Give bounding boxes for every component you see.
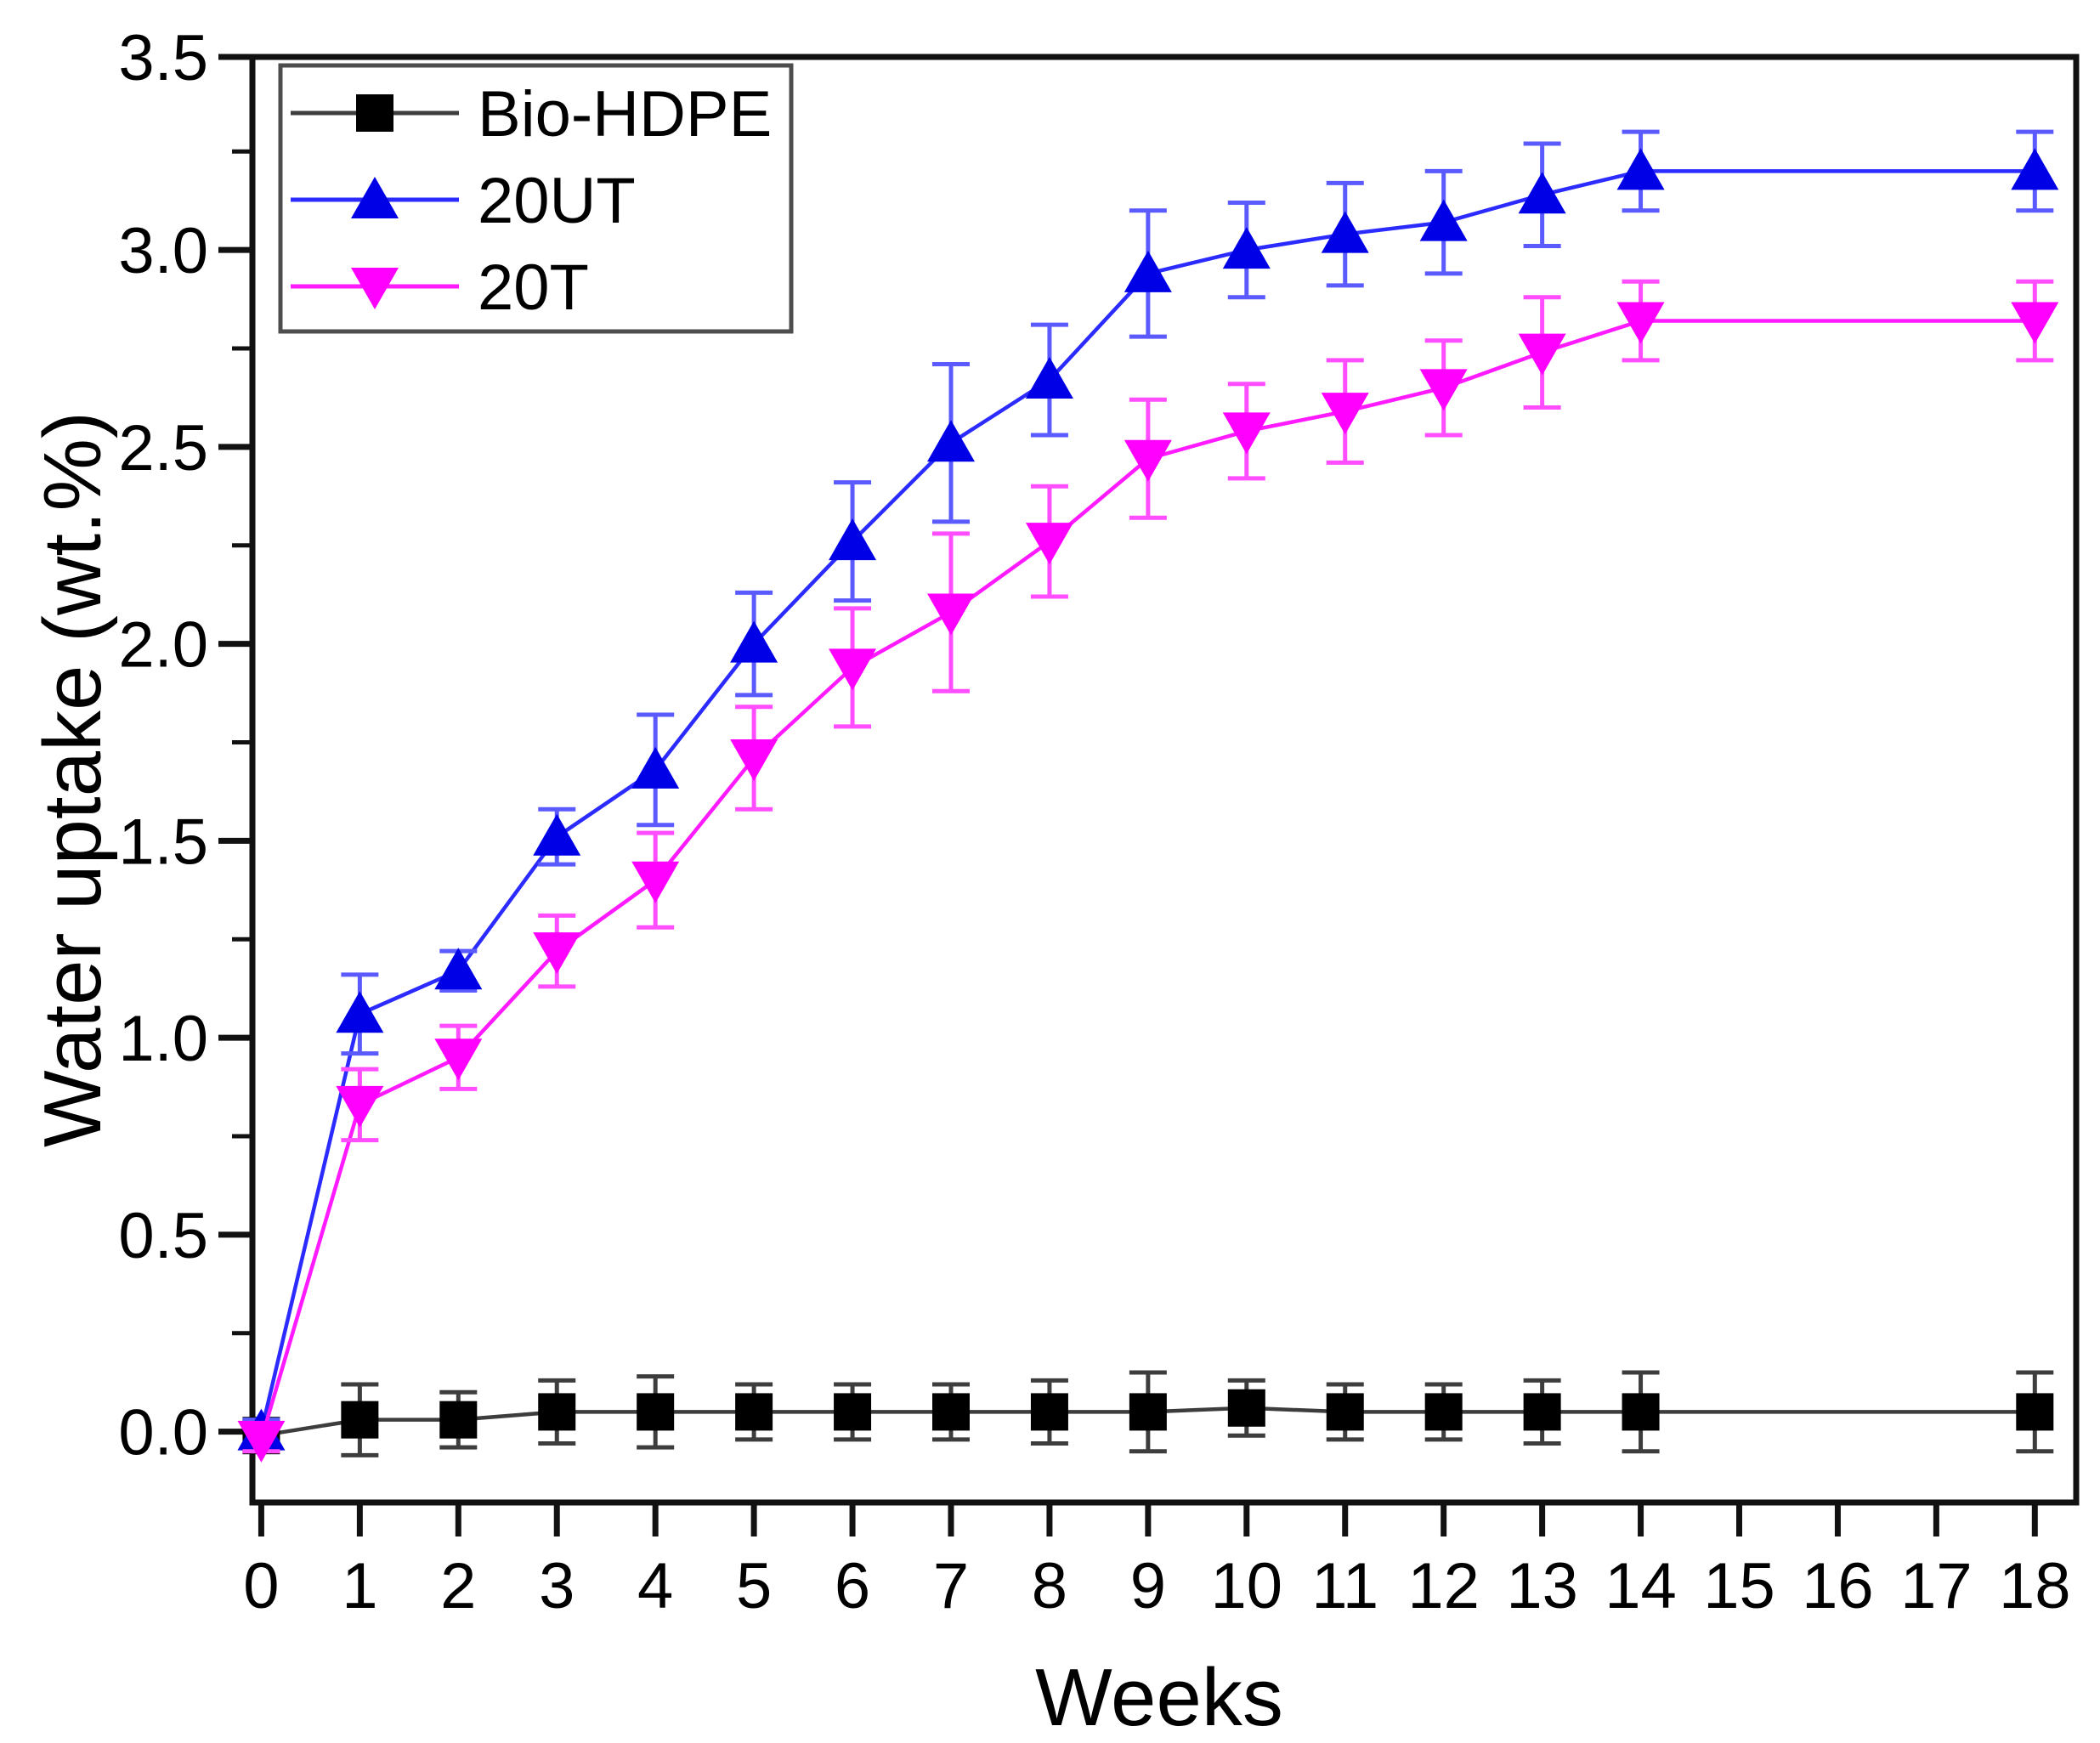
x-axis-title: Weeks bbox=[1035, 1652, 1283, 1743]
triangle-down-marker bbox=[336, 1085, 384, 1128]
y-tick-label: 3.5 bbox=[118, 22, 208, 94]
triangle-down-marker bbox=[829, 648, 877, 691]
triangle-up-marker bbox=[730, 620, 778, 663]
triangle-up-marker bbox=[351, 177, 399, 218]
y-tick-label: 0.0 bbox=[118, 1397, 208, 1469]
square-marker bbox=[1030, 1393, 1068, 1431]
x-axis: 0 1 2 3 4 5 6 7 8 9 10 11 12 13 14 15 16 17 18 bbox=[243, 1502, 2071, 1622]
y-tick-label: 3.0 bbox=[118, 215, 208, 287]
legend-label: Bio-HDPE bbox=[478, 78, 772, 150]
legend: Bio-HDPE 20UT 20T bbox=[278, 63, 794, 334]
square-marker bbox=[1523, 1393, 1561, 1431]
x-tick-label: 3 bbox=[539, 1550, 575, 1622]
triangle-up-marker bbox=[434, 948, 483, 990]
x-tick-label: 2 bbox=[440, 1550, 476, 1622]
square-marker bbox=[2016, 1393, 2054, 1431]
triangle-up-marker bbox=[533, 813, 581, 856]
x-tick-label: 12 bbox=[1407, 1550, 1480, 1622]
y-tick-label: 1.0 bbox=[118, 1003, 208, 1075]
series-bio-hdpe bbox=[242, 1370, 2054, 1457]
legend-label: 20T bbox=[478, 252, 589, 324]
square-marker bbox=[834, 1393, 872, 1431]
triangle-down-marker bbox=[2011, 302, 2059, 344]
square-marker bbox=[1326, 1393, 1364, 1431]
triangle-up-marker bbox=[1419, 199, 1468, 241]
square-marker bbox=[735, 1393, 773, 1431]
axes: 0.00.51.01.52.02.53.03.50 1 2 3 4 5 6 7 8 9 10 11 12… bbox=[27, 22, 2080, 1743]
triangle-down-marker bbox=[1616, 302, 1665, 344]
triangle-up-marker bbox=[631, 746, 680, 789]
x-tick-label: 10 bbox=[1211, 1550, 1283, 1622]
x-tick-label: 17 bbox=[1900, 1550, 1973, 1622]
triangle-down-marker bbox=[1222, 412, 1271, 455]
triangle-up-marker bbox=[926, 420, 975, 462]
square-marker bbox=[439, 1401, 478, 1439]
x-tick-label: 9 bbox=[1130, 1550, 1166, 1622]
square-marker bbox=[931, 1393, 970, 1431]
x-tick-label: 11 bbox=[1311, 1550, 1378, 1622]
triangle-up-marker bbox=[1025, 357, 1073, 399]
y-tick-label: 2.0 bbox=[118, 609, 208, 682]
x-tick-label: 6 bbox=[835, 1550, 870, 1622]
square-marker bbox=[1227, 1389, 1265, 1427]
triangle-down-marker bbox=[237, 1420, 286, 1463]
square-marker bbox=[341, 1401, 379, 1439]
x-tick-label: 1 bbox=[342, 1550, 377, 1622]
triangle-down-marker bbox=[730, 739, 778, 782]
square-marker bbox=[356, 94, 393, 132]
y-axis: 0.0 0.5 1.0 1.5 2.0 2.5 3.0 3.5 bbox=[118, 22, 252, 1469]
triangle-down-marker bbox=[1025, 523, 1073, 565]
x-tick-label: 4 bbox=[637, 1550, 673, 1622]
triangle-up-marker bbox=[1124, 250, 1172, 292]
square-marker bbox=[1424, 1393, 1463, 1431]
square-marker bbox=[1129, 1393, 1167, 1431]
legend-entry-20t: 20T bbox=[291, 252, 589, 324]
y-tick-label: 0.5 bbox=[118, 1200, 208, 1272]
x-tick-label: 0 bbox=[243, 1550, 279, 1622]
y-tick-label: 2.5 bbox=[118, 412, 208, 484]
legend-entry-20ut: 20UT bbox=[291, 165, 636, 237]
triangle-up-marker bbox=[2011, 148, 2059, 190]
triangle-down-marker bbox=[1518, 333, 1566, 376]
legend-label: 20UT bbox=[478, 165, 636, 237]
series-line bbox=[259, 319, 2035, 1440]
x-tick-label: 14 bbox=[1605, 1550, 1677, 1622]
square-marker bbox=[1622, 1393, 1660, 1431]
series-20t bbox=[237, 279, 2059, 1463]
x-tick-label: 7 bbox=[933, 1550, 969, 1622]
triangle-down-marker bbox=[533, 932, 581, 975]
triangle-down-marker bbox=[351, 268, 399, 309]
triangle-down-marker bbox=[926, 593, 975, 636]
x-tick-label: 5 bbox=[736, 1550, 772, 1622]
triangle-up-marker bbox=[1321, 211, 1369, 253]
triangle-down-marker bbox=[1124, 439, 1172, 482]
square-marker bbox=[637, 1393, 675, 1431]
x-tick-label: 16 bbox=[1802, 1550, 1874, 1622]
x-tick-label: 15 bbox=[1703, 1550, 1775, 1622]
triangle-up-marker bbox=[1518, 172, 1566, 214]
legend-entry-bio-hdpe: Bio-HDPE bbox=[291, 78, 772, 150]
series-line bbox=[261, 1406, 2035, 1438]
series-line bbox=[259, 169, 2035, 1433]
triangle-up-marker bbox=[829, 518, 877, 561]
square-marker bbox=[538, 1393, 576, 1431]
y-tick-label: 1.5 bbox=[118, 806, 208, 878]
triangle-up-marker bbox=[1616, 148, 1665, 190]
y-axis-title: Water uptake (wt.%) bbox=[27, 411, 118, 1147]
triangle-up-marker bbox=[1222, 227, 1271, 269]
triangle-down-marker bbox=[434, 1038, 483, 1081]
plot-box bbox=[249, 54, 2080, 1506]
triangle-down-marker bbox=[631, 861, 680, 903]
triangle-down-marker bbox=[1419, 369, 1468, 411]
x-tick-label: 13 bbox=[1506, 1550, 1578, 1622]
triangle-down-marker bbox=[1321, 393, 1369, 435]
triangle-up-marker bbox=[336, 991, 384, 1033]
x-tick-label: 18 bbox=[1999, 1550, 2071, 1622]
series-20ut bbox=[237, 129, 2059, 1451]
x-tick-label: 8 bbox=[1032, 1550, 1067, 1622]
